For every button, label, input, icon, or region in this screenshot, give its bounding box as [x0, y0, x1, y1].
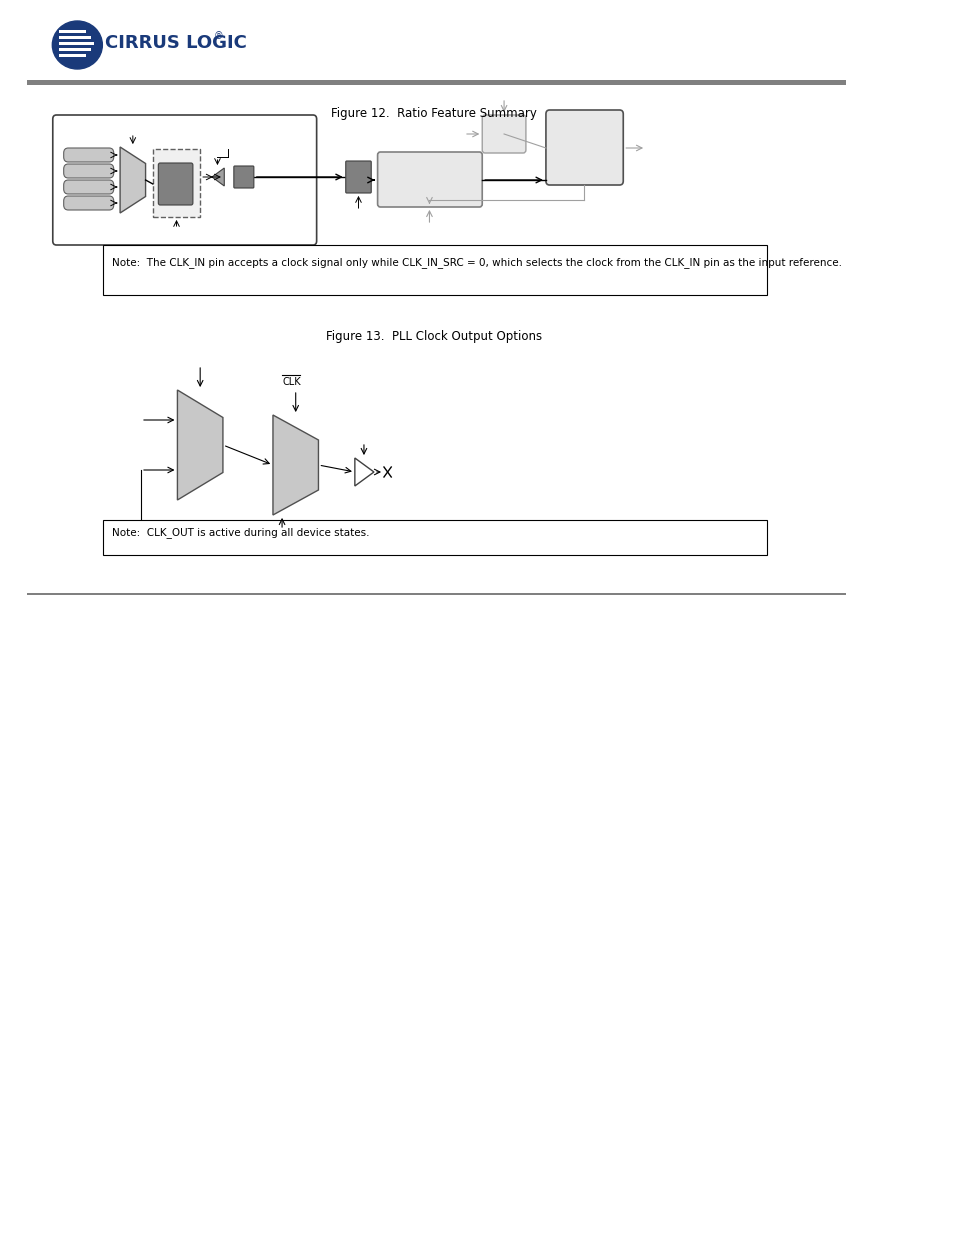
Bar [59, 54, 87, 57]
Bar [28, 593, 845, 595]
FancyBboxPatch shape [64, 148, 113, 162]
Text: ®: ® [213, 31, 223, 41]
Text: Note:  The CLK_IN pin accepts a clock signal only while CLK_IN_SRC = 0, which se: Note: The CLK_IN pin accepts a clock sig… [112, 257, 841, 268]
Polygon shape [355, 458, 374, 487]
Bar [103, 245, 766, 295]
FancyBboxPatch shape [233, 165, 253, 188]
Bar [59, 36, 91, 40]
Polygon shape [177, 390, 223, 500]
Bar [59, 48, 91, 51]
FancyBboxPatch shape [345, 161, 371, 193]
Text: CIRRUS LOGIC: CIRRUS LOGIC [105, 35, 246, 52]
FancyBboxPatch shape [545, 110, 622, 185]
Bar [152, 149, 200, 217]
Text: Figure 13.  PLL Clock Output Options: Figure 13. PLL Clock Output Options [326, 330, 541, 343]
FancyBboxPatch shape [52, 115, 316, 245]
Text: CLK: CLK [282, 377, 300, 387]
Polygon shape [273, 415, 318, 515]
FancyBboxPatch shape [64, 180, 113, 194]
FancyBboxPatch shape [158, 163, 193, 205]
Polygon shape [120, 147, 146, 212]
FancyBboxPatch shape [481, 115, 525, 153]
FancyBboxPatch shape [64, 196, 113, 210]
FancyBboxPatch shape [377, 152, 481, 207]
Bar [59, 30, 87, 33]
Bar [59, 42, 93, 44]
Bar [28, 80, 845, 85]
Ellipse shape [52, 21, 102, 69]
Bar [103, 520, 766, 555]
Polygon shape [212, 168, 224, 186]
FancyBboxPatch shape [64, 164, 113, 178]
Text: Note:  CLK_OUT is active during all device states.: Note: CLK_OUT is active during all devic… [112, 527, 369, 538]
Text: Figure 12.  Ratio Feature Summary: Figure 12. Ratio Feature Summary [331, 107, 537, 120]
